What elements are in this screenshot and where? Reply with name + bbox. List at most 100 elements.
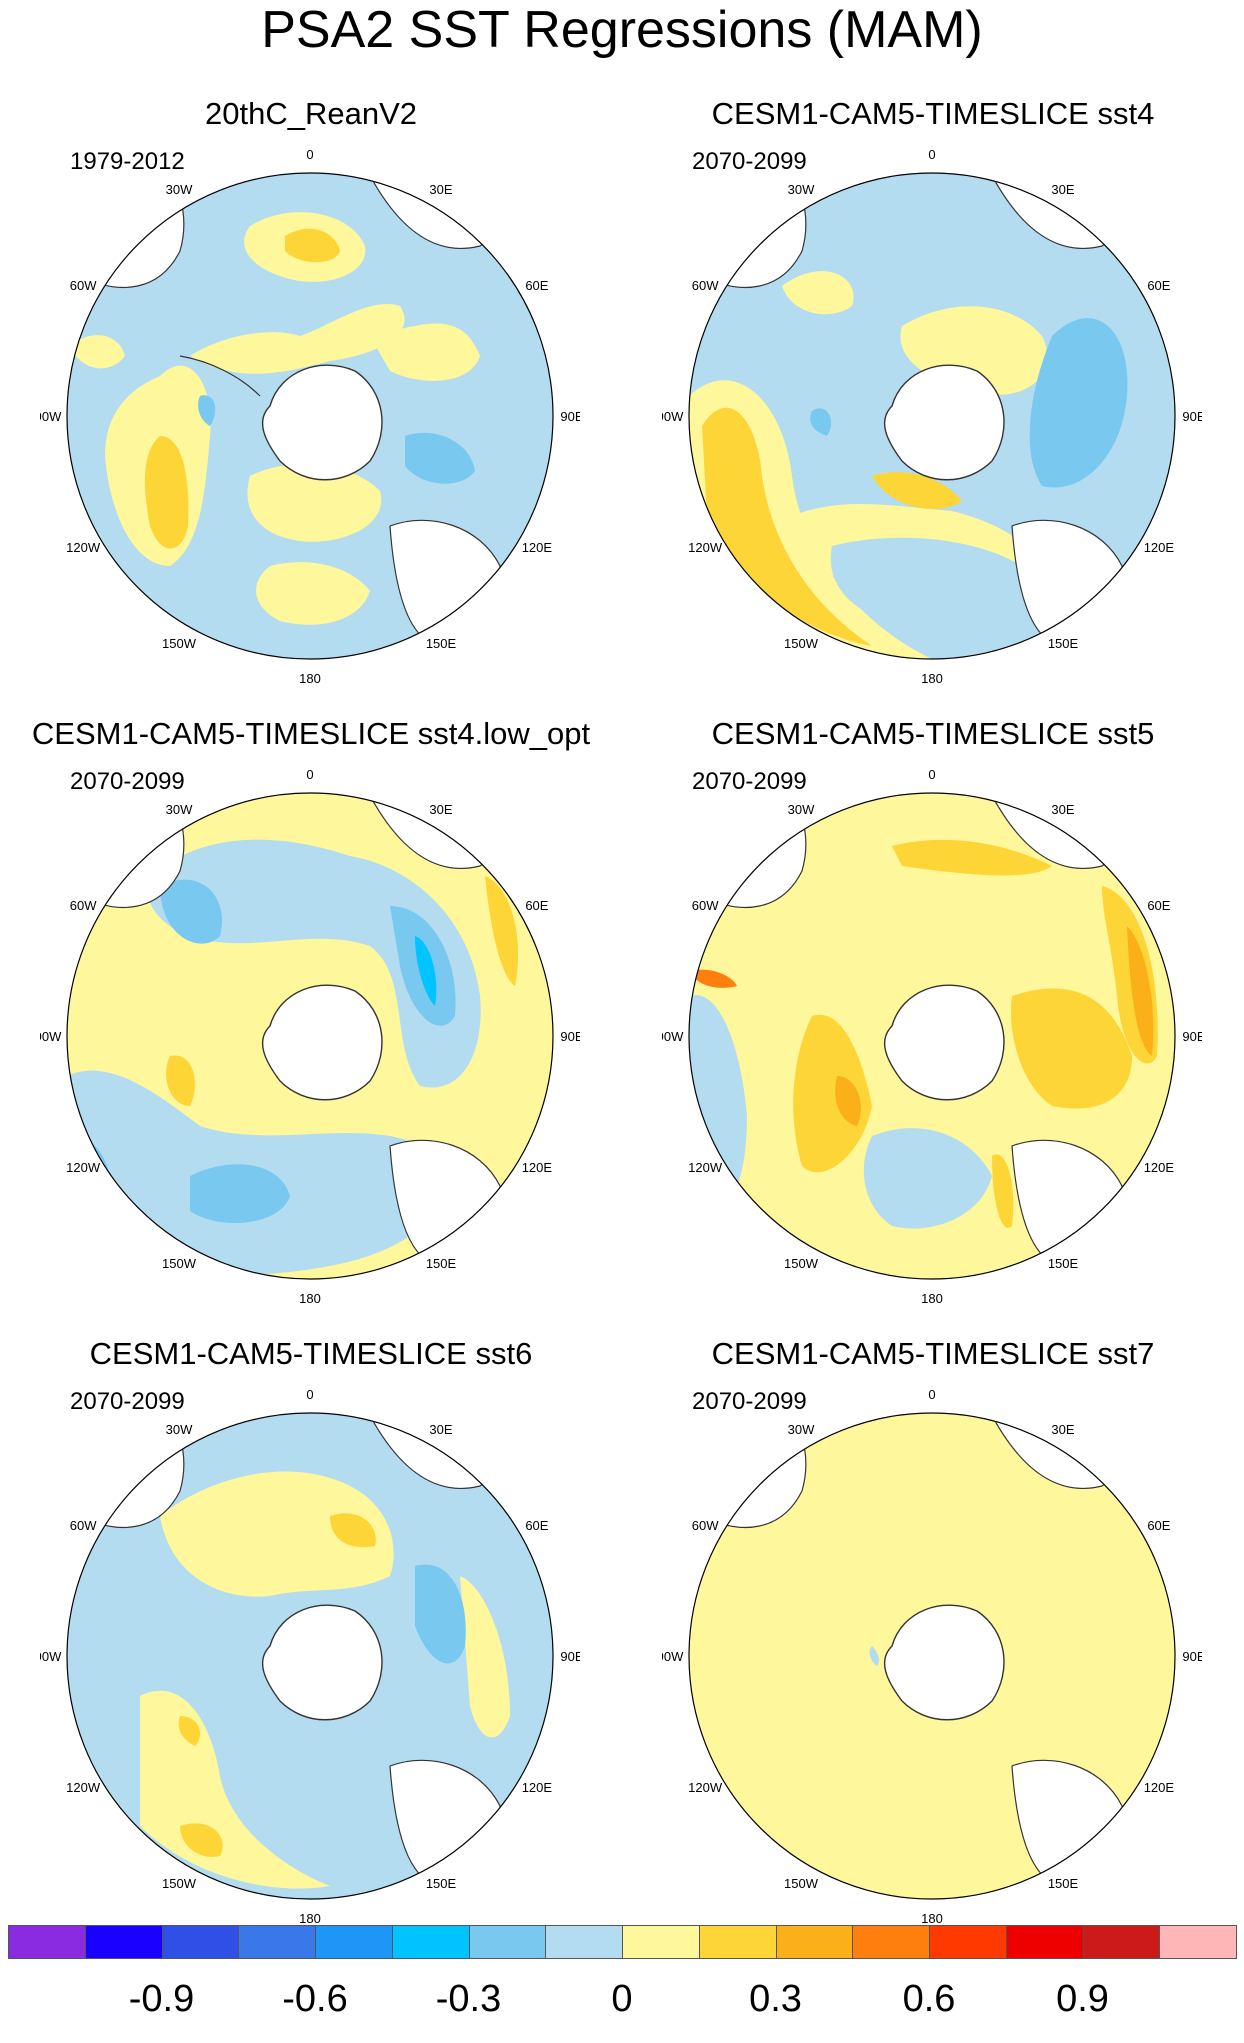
longitude-label: 180 [921, 1291, 943, 1306]
longitude-label: 180 [299, 1911, 321, 1926]
colorbar: -0.9 -0.6 -0.3 0 0.3 0.6 0.9 [8, 1925, 1237, 2043]
longitude-label: 90E [560, 1649, 580, 1664]
longitude-label: 120E [522, 1780, 553, 1795]
colorbar-label: 0.9 [1056, 1978, 1109, 2020]
map-border [66, 172, 554, 660]
longitude-label: 90E [560, 1029, 580, 1044]
longitude-label: 0 [306, 767, 313, 782]
longitude-label: 120W [66, 1160, 101, 1175]
longitude-label: 60E [525, 278, 548, 293]
longitude-label: 0 [306, 147, 313, 162]
polar-map: 0 30E 60E 90E 120E 150E 180 150W 120W 90W 60W 30W [662, 767, 1202, 1306]
colorbar-box [698, 1925, 777, 1959]
longitude-label: 150E [1048, 1876, 1079, 1891]
longitude-label: 120E [522, 1160, 553, 1175]
longitude-label: 90E [560, 409, 580, 424]
longitude-label: 30E [1051, 1422, 1074, 1437]
colorbar-box [545, 1925, 623, 1959]
colorbar-box [1005, 1925, 1084, 1959]
longitude-label: 90W [40, 409, 62, 424]
panel-title: CESM1-CAM5-TIMESLICE sst6 [89, 1336, 533, 1371]
longitude-label: 30W [166, 1422, 193, 1437]
longitude-label: 150E [426, 636, 457, 651]
longitude-label: 120W [688, 1160, 723, 1175]
colorbar-box [929, 1925, 1007, 1959]
longitude-label: 120E [1144, 540, 1175, 555]
longitude-label: 60W [70, 898, 97, 913]
colorbar-box [8, 1925, 86, 1959]
colorbar-box [391, 1925, 470, 1959]
map-panel-3: CESM1-CAM5-TIMESLICE sst4.low_opt 2070-2… [0, 716, 622, 1336]
panel-period: 1979-2012 [70, 148, 185, 175]
colorbar-label: 0 [611, 1978, 633, 2020]
longitude-label: 30E [429, 182, 452, 197]
polar-map: 0 30E 60E 90E 120E 150E 180 150W 120W 90W 60W 30W [662, 147, 1202, 686]
longitude-label: 120E [1144, 1780, 1175, 1795]
longitude-label: 30W [166, 802, 193, 817]
longitude-label: 150W [162, 636, 197, 651]
colorbar-box [1082, 1925, 1161, 1959]
longitude-label: 150E [426, 1256, 457, 1271]
longitude-label: 60E [525, 1518, 548, 1533]
polar-map: 0 30E 60E 90E 120E 150E 180 150W 120W 90W 60W 30W [662, 1387, 1202, 1926]
figure-title: PSA2 SST Regressions (MAM) [261, 1, 983, 59]
longitude-label: 0 [928, 767, 935, 782]
longitude-label: 180 [299, 671, 321, 686]
longitude-label: 90E [1182, 409, 1202, 424]
colorbar-label: -0.9 [128, 1978, 195, 2020]
panel-period: 2070-2099 [692, 148, 807, 175]
longitude-label: 30E [1051, 182, 1074, 197]
colorbar-box [161, 1925, 240, 1959]
longitude-label: 150W [162, 1876, 197, 1891]
colorbar-box [1159, 1925, 1237, 1959]
polar-map: 0 30E 60E 90E 120E 150E 180 150W 120W 90W 60W 30W [40, 767, 580, 1306]
panel-period: 2070-2099 [692, 1388, 807, 1415]
longitude-label: 30W [166, 182, 193, 197]
longitude-label: 150E [426, 1876, 457, 1891]
panel-title: CESM1-CAM5-TIMESLICE sst4.low_opt [31, 716, 591, 751]
colorbar-label: -0.6 [282, 1978, 348, 2020]
longitude-label: 60W [70, 1518, 97, 1533]
longitude-label: 150W [784, 636, 819, 651]
longitude-label: 90W [40, 1649, 62, 1664]
polar-map: 0 30E 60E 90E 120E 150E 180 150W 120W 90W 60W 30W [40, 147, 580, 686]
panel-title: CESM1-CAM5-TIMESLICE sst7 [711, 1336, 1155, 1371]
panel-period: 2070-2099 [70, 1388, 185, 1415]
panel-title: CESM1-CAM5-TIMESLICE sst5 [711, 716, 1155, 751]
longitude-label: 120E [522, 540, 553, 555]
longitude-label: 120E [1144, 1160, 1175, 1175]
longitude-label: 60W [70, 278, 97, 293]
panel-title: 20thC_ReanV2 [205, 96, 417, 131]
colorbar-box [238, 1925, 316, 1959]
longitude-label: 120W [688, 1780, 723, 1795]
colorbar-box [622, 1925, 700, 1959]
longitude-label: 120W [688, 540, 723, 555]
map-panel-1: 20thC_ReanV2 1979-2012 0 30E 60E 90E 120E 150… [0, 96, 622, 716]
longitude-label: 60E [525, 898, 548, 913]
longitude-label: 60W [692, 278, 719, 293]
longitude-label: 0 [306, 1387, 313, 1402]
panel-period: 2070-2099 [70, 768, 185, 795]
longitude-label: 60W [692, 898, 719, 913]
colorbar-box [852, 1925, 930, 1959]
longitude-label: 60E [1147, 278, 1170, 293]
colorbar-label: -0.3 [435, 1978, 502, 2020]
longitude-label: 60E [1147, 898, 1170, 913]
longitude-label: 0 [928, 147, 935, 162]
longitude-label: 0 [928, 1387, 935, 1402]
longitude-label: 150W [784, 1876, 819, 1891]
map-panel-4: CESM1-CAM5-TIMESLICE sst5 2070-2099 0 30E… [622, 716, 1244, 1336]
colorbar-box [315, 1925, 393, 1959]
longitude-label: 90W [662, 1649, 684, 1664]
longitude-label: 150E [1048, 636, 1079, 651]
longitude-label: 120W [66, 1780, 101, 1795]
longitude-label: 30E [429, 1422, 452, 1437]
colorbar-box [775, 1925, 854, 1959]
map-panel-2: CESM1-CAM5-TIMESLICE sst4 2070-2099 0 30E… [622, 96, 1244, 716]
map-panel-5: CESM1-CAM5-TIMESLICE sst6 2070-2099 0 30E… [0, 1336, 622, 1956]
longitude-label: 150E [1048, 1256, 1079, 1271]
colorbar-label: 0.3 [749, 1978, 802, 2020]
colorbar-label: 0.6 [902, 1978, 956, 2020]
longitude-label: 90E [1182, 1649, 1202, 1664]
panel-period: 2070-2099 [692, 768, 807, 795]
